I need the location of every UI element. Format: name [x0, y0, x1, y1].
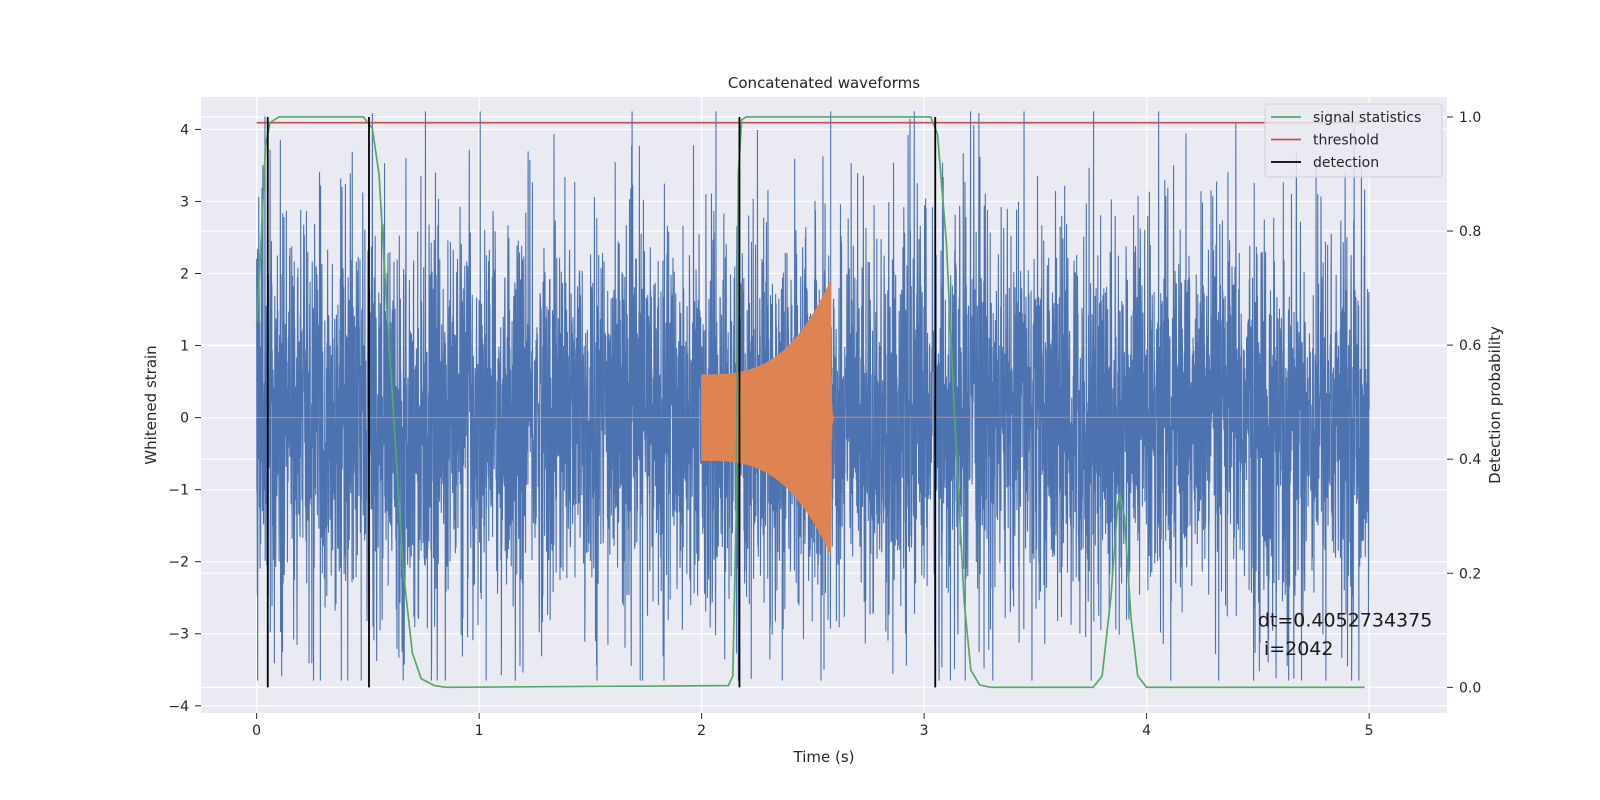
x-tick-label: 5 [1365, 723, 1374, 739]
right-tick-label: 0.6 [1459, 338, 1481, 354]
x-tick-label: 1 [475, 723, 484, 739]
legend: signal statistics threshold detection [1264, 103, 1443, 178]
left-tick-label: 3 [180, 194, 189, 210]
legend-box [1264, 103, 1443, 178]
x-tick-label: 4 [1142, 723, 1151, 739]
x-axis-ticks: 0 1 2 3 4 5 [252, 713, 1374, 739]
legend-label: detection [1313, 155, 1379, 171]
left-tick-label: −1 [168, 483, 189, 499]
x-tick-label: 3 [920, 723, 929, 739]
left-tick-label: −3 [168, 627, 189, 643]
left-axis-label: Whitened strain [142, 345, 160, 464]
left-tick-label: 2 [180, 267, 189, 283]
right-tick-label: 0.4 [1459, 452, 1481, 468]
x-axis-label: Time (s) [793, 748, 855, 766]
series-layer [255, 111, 1370, 689]
left-tick-label: −2 [168, 555, 189, 571]
annotation-text: i=2042 [1258, 638, 1334, 660]
x-tick-label: 2 [697, 723, 706, 739]
left-tick-label: 1 [180, 339, 189, 355]
signal-statistics-line [255, 116, 1365, 689]
chart-title: Concatenated waveforms [728, 74, 920, 92]
right-tick-label: 0.2 [1459, 566, 1481, 582]
annotations: dt=0.4052734375 i=2042 [1258, 609, 1432, 660]
right-axis-label: Detection probability [1486, 326, 1504, 484]
left-tick-label: −4 [168, 699, 189, 715]
right-axis-ticks: 0.0 0.2 0.4 0.6 0.8 1.0 [1447, 110, 1481, 696]
left-tick-label: 4 [180, 122, 189, 138]
annotation-text: dt=0.4052734375 [1258, 609, 1432, 631]
chirp-series-line [256, 280, 1370, 555]
left-axis-ticks: −4 −3 −2 −1 0 1 2 3 4 [168, 122, 201, 715]
right-tick-label: 1.0 [1459, 110, 1481, 126]
legend-label: threshold [1313, 133, 1379, 149]
right-tick-label: 0.0 [1459, 680, 1481, 696]
legend-label: signal statistics [1313, 110, 1421, 126]
left-tick-label: 0 [180, 411, 189, 427]
x-tick-label: 0 [252, 723, 261, 739]
right-tick-label: 0.8 [1459, 224, 1481, 240]
